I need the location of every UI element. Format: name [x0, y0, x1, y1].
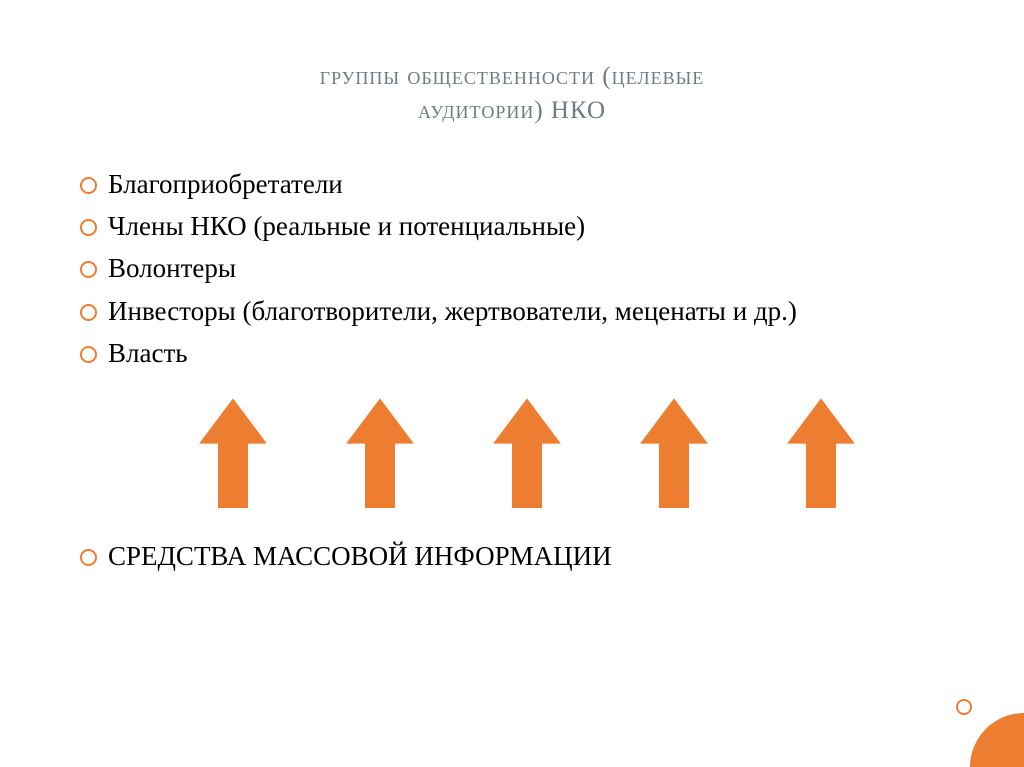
up-arrow-icon — [635, 394, 713, 514]
title-line-1: группы общественности (целевые — [320, 63, 705, 90]
small-circle-icon — [956, 699, 972, 715]
corner-decoration — [904, 647, 1024, 767]
bullet-list: Благоприобретатели Члены НКО (реальные и… — [70, 166, 954, 372]
up-arrow-icon — [194, 394, 272, 514]
up-arrow-icon — [488, 394, 566, 514]
slide: группы общественности (целевые аудитории… — [0, 0, 1024, 767]
bullet-text: Инвесторы (благотворители, жертвователи,… — [108, 296, 797, 326]
list-item: Волонтеры — [74, 250, 954, 286]
bullet-text: Волонтеры — [108, 253, 236, 283]
bullet-text: Благоприобретатели — [108, 169, 343, 199]
list-item: Благоприобретатели — [74, 166, 954, 202]
final-bullet-list: СРЕДСТВА МАССОВОЙ ИНФОРМАЦИИ — [70, 538, 954, 574]
list-item: Члены НКО (реальные и потенциальные) — [74, 208, 954, 244]
list-item: СРЕДСТВА МАССОВОЙ ИНФОРМАЦИИ — [74, 538, 954, 574]
list-item: Инвесторы (благотворители, жертвователи,… — [74, 293, 954, 329]
list-item: Власть — [74, 335, 954, 371]
title-line-2: аудитории) НКО — [418, 97, 606, 124]
bullet-text: Члены НКО (реальные и потенциальные) — [108, 211, 585, 241]
bullet-text: СРЕДСТВА МАССОВОЙ ИНФОРМАЦИИ — [108, 541, 612, 571]
big-circle-icon — [970, 713, 1024, 767]
bullet-text: Власть — [108, 338, 188, 368]
up-arrow-icon — [782, 394, 860, 514]
up-arrow-icon — [341, 394, 419, 514]
slide-title: группы общественности (целевые аудитории… — [70, 60, 954, 128]
arrows-row — [160, 394, 894, 514]
